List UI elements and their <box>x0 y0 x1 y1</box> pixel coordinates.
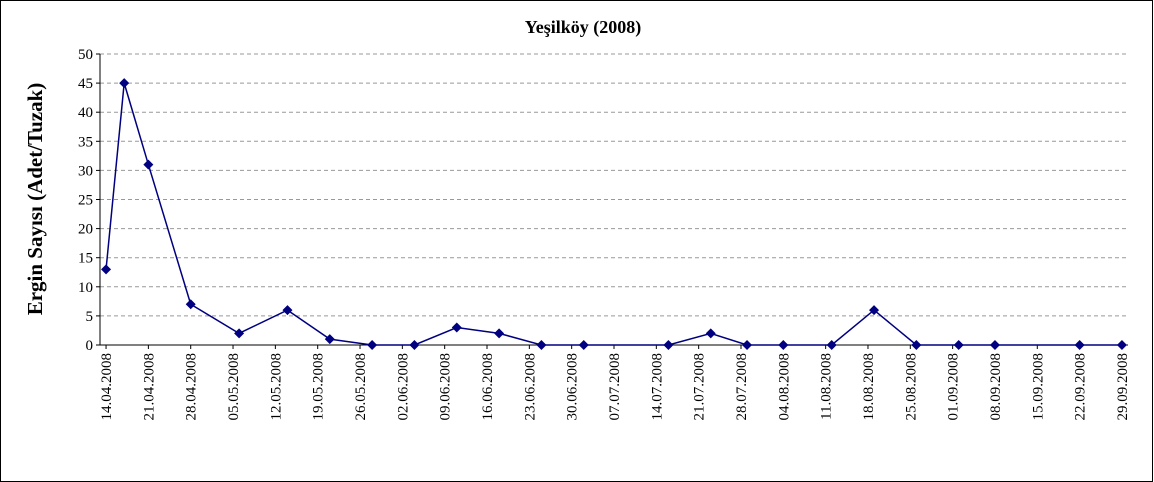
data-marker <box>119 78 130 89</box>
y-tick-label: 45 <box>78 76 93 92</box>
y-axis-label: Ergin Sayısı (Adet/Tuzak) <box>23 83 47 316</box>
data-marker <box>989 340 1000 350</box>
data-marker <box>705 328 716 339</box>
x-tick-label: 16.06.2008 <box>480 353 496 421</box>
data-marker <box>578 340 589 350</box>
y-tick-label: 20 <box>78 222 93 238</box>
x-tick-label: 04.08.2008 <box>776 353 792 421</box>
x-tick-label: 01.09.2008 <box>946 353 962 421</box>
data-marker <box>1116 340 1127 350</box>
x-tick-label: 09.06.2008 <box>438 353 454 421</box>
data-marker <box>451 322 462 333</box>
x-tick-label: 14.04.2008 <box>99 353 115 421</box>
x-tick-label: 14.07.2008 <box>649 353 665 421</box>
x-tick-label: 28.04.2008 <box>184 353 200 421</box>
y-tick-label: 40 <box>78 105 93 121</box>
x-tick-label: 30.06.2008 <box>565 353 581 421</box>
x-tick-label: 08.09.2008 <box>988 353 1004 421</box>
x-tick-label: 15.09.2008 <box>1030 353 1046 421</box>
data-marker <box>367 340 378 350</box>
y-tick-label: 5 <box>86 309 94 325</box>
x-tick-label: 22.09.2008 <box>1073 353 1089 421</box>
data-marker <box>663 340 674 350</box>
x-tick-label: 23.06.2008 <box>522 353 538 421</box>
x-tick-label: 21.07.2008 <box>692 353 708 421</box>
data-marker <box>953 340 964 350</box>
x-tick-label: 05.05.2008 <box>226 353 242 421</box>
data-marker <box>234 328 245 339</box>
data-line <box>105 82 1122 346</box>
x-tick-label: 18.08.2008 <box>861 353 877 421</box>
data-marker <box>494 328 505 339</box>
x-tick-label: 29.09.2008 <box>1115 353 1131 421</box>
data-marker <box>185 299 196 310</box>
data-marker <box>911 340 922 350</box>
y-tick-label: 10 <box>78 280 93 296</box>
data-marker <box>869 305 880 316</box>
y-tick-label: 35 <box>78 134 93 150</box>
chart-title: Yeşilköy (2008) <box>525 17 642 38</box>
data-marker <box>324 334 335 345</box>
x-tick-label: 02.06.2008 <box>395 353 411 421</box>
x-tick-label: 12.05.2008 <box>268 353 284 421</box>
y-tick-label: 0 <box>86 338 94 354</box>
y-tick-label: 50 <box>78 47 93 63</box>
data-marker <box>101 264 112 275</box>
data-marker <box>742 340 753 350</box>
data-marker <box>282 305 293 316</box>
x-tick-label: 25.08.2008 <box>903 353 919 421</box>
x-tick-label: 21.04.2008 <box>141 353 157 421</box>
data-marker <box>409 340 420 350</box>
x-tick-label: 26.05.2008 <box>353 353 369 421</box>
y-tick-label: 15 <box>78 251 93 267</box>
x-tick-label: 11.08.2008 <box>819 353 835 420</box>
data-marker <box>536 340 547 350</box>
data-marker <box>778 340 789 350</box>
x-tick-label: 28.07.2008 <box>734 353 750 421</box>
y-tick-label: 30 <box>78 163 93 179</box>
data-marker <box>143 159 154 170</box>
data-marker <box>826 340 837 350</box>
data-marker <box>1074 340 1085 350</box>
x-tick-label: 19.05.2008 <box>311 353 327 421</box>
x-tick-label: 07.07.2008 <box>607 353 623 421</box>
y-tick-label: 25 <box>78 193 93 209</box>
